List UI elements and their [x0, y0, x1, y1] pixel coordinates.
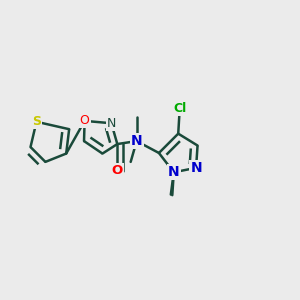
Text: O: O: [112, 164, 123, 177]
Text: N: N: [131, 134, 142, 148]
Text: O: O: [80, 114, 89, 128]
Text: Cl: Cl: [173, 102, 186, 115]
Text: N: N: [107, 117, 116, 130]
Text: S: S: [32, 115, 41, 128]
Text: N: N: [168, 165, 180, 179]
Text: N: N: [190, 161, 202, 175]
